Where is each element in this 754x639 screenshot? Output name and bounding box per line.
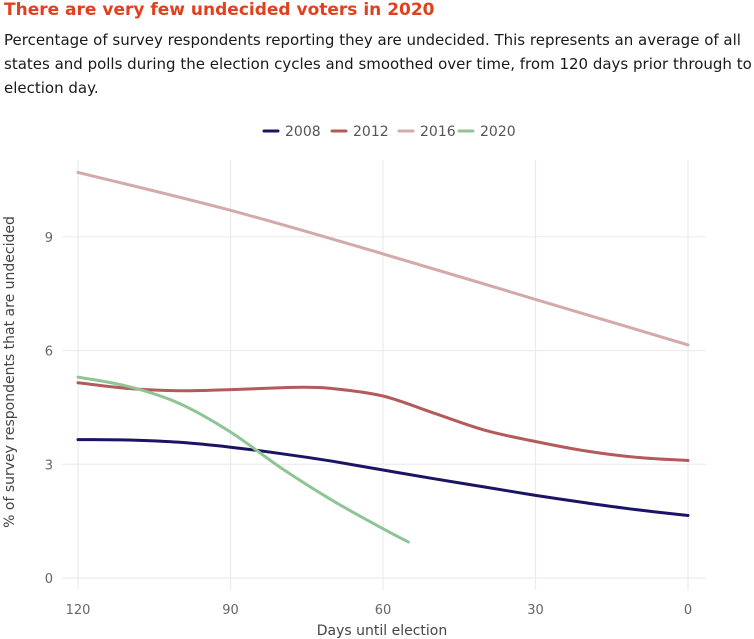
y-tick-label: 0 bbox=[45, 572, 53, 587]
series-line-2020 bbox=[76, 375, 410, 544]
y-axis-label: % of survey respondents that are undecid… bbox=[2, 216, 18, 528]
x-axis-ticks: 120 90 60 30 0 bbox=[66, 603, 693, 618]
x-tick-label: 90 bbox=[222, 603, 239, 618]
series-line-2012 bbox=[76, 381, 690, 462]
grid bbox=[62, 160, 706, 590]
series-line-2008 bbox=[76, 438, 690, 517]
series-lines bbox=[76, 170, 690, 544]
x-tick-label: 0 bbox=[684, 603, 692, 618]
series-line-2016 bbox=[76, 170, 690, 347]
y-axis-ticks: 0 3 6 9 bbox=[45, 231, 53, 587]
y-tick-label: 6 bbox=[45, 345, 53, 360]
x-tick-label: 60 bbox=[375, 603, 392, 618]
legend-label-2020: 2020 bbox=[480, 124, 516, 140]
x-axis-label: Days until election bbox=[317, 623, 447, 639]
y-tick-label: 3 bbox=[45, 458, 53, 473]
legend-label-2008: 2008 bbox=[285, 124, 321, 140]
x-tick-label: 30 bbox=[527, 603, 544, 618]
legend-label-2016: 2016 bbox=[420, 124, 456, 140]
chart-subtitle: Percentage of survey respondents reporti… bbox=[4, 31, 752, 97]
legend: 2008 2012 2016 2020 bbox=[262, 124, 516, 140]
chart-title: There are very few undecided voters in 2… bbox=[4, 0, 435, 20]
x-tick-label: 120 bbox=[66, 603, 91, 618]
y-tick-label: 9 bbox=[45, 231, 53, 246]
legend-label-2012: 2012 bbox=[353, 124, 389, 140]
